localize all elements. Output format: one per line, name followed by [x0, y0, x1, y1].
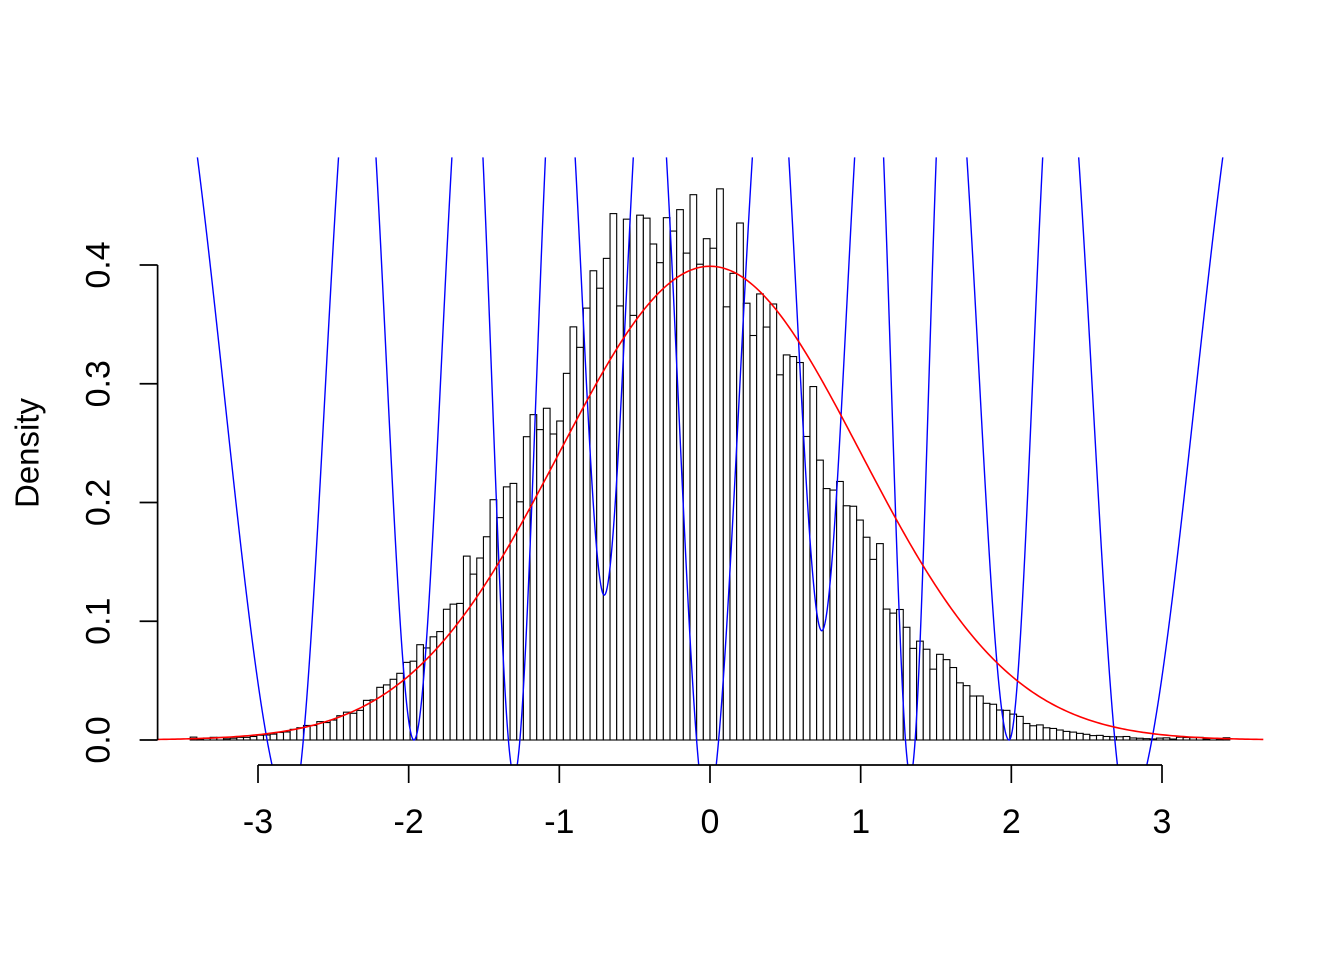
svg-text:0.2: 0.2	[80, 479, 118, 526]
svg-text:3: 3	[1153, 803, 1172, 841]
svg-text:0.0: 0.0	[80, 716, 118, 763]
svg-text:Density: Density	[9, 397, 46, 508]
svg-text:0.4: 0.4	[80, 241, 118, 288]
svg-text:-3: -3	[243, 803, 273, 841]
svg-text:1: 1	[851, 803, 870, 841]
svg-text:0: 0	[701, 803, 720, 841]
svg-text:0.1: 0.1	[80, 598, 118, 645]
svg-text:-2: -2	[394, 803, 424, 841]
svg-text:2: 2	[1002, 803, 1021, 841]
svg-text:0.3: 0.3	[80, 360, 118, 407]
svg-text:-1: -1	[544, 803, 574, 841]
